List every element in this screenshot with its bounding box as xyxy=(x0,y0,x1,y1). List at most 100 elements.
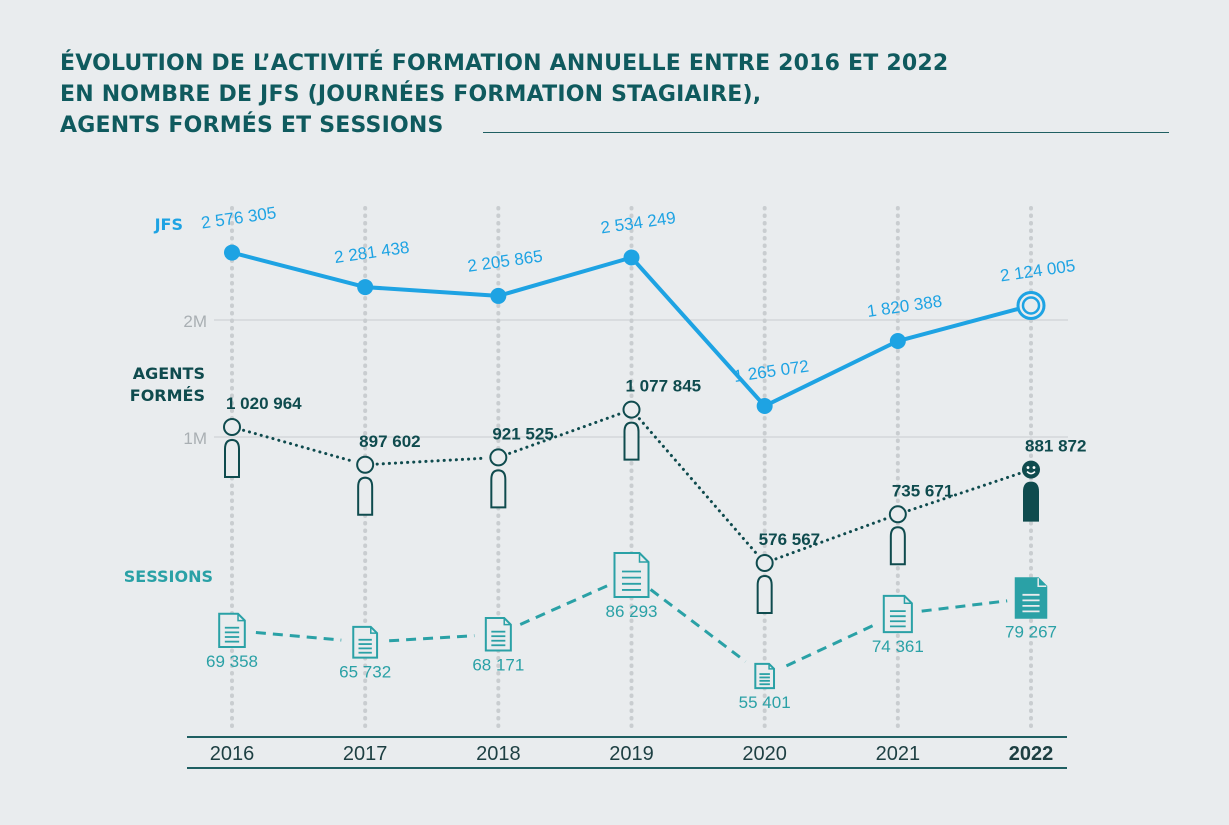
person-smile xyxy=(1026,471,1036,475)
person-icon xyxy=(888,505,907,566)
document-body xyxy=(352,625,379,659)
grid-layer: 2M 1M xyxy=(183,206,1068,730)
sessions-segment-2019-2020 xyxy=(649,588,747,663)
person-body xyxy=(1023,481,1039,522)
person-icon xyxy=(489,448,508,509)
x-tick-label-2021: 2021 xyxy=(876,743,921,765)
jfs-point-2021 xyxy=(889,333,906,350)
person-head xyxy=(489,448,508,467)
series-labels: JFS AGENTS FORMÉS SESSIONS xyxy=(124,215,213,586)
jfs-data-label-2019: 2 534 249 xyxy=(599,208,677,237)
sessions-data-label-2017: 65 732 xyxy=(339,663,391,682)
document-icon xyxy=(754,662,776,690)
title-line-2: EN NOMBRE DE JFS (JOURNÉES FORMATION STA… xyxy=(60,82,762,107)
document-body xyxy=(613,552,650,598)
document-fold xyxy=(903,595,912,605)
agents-segment-2020-2021 xyxy=(774,516,889,561)
person-head xyxy=(755,554,774,572)
title-rule xyxy=(483,132,1169,133)
agents-segment-2021-2022 xyxy=(907,471,1022,512)
y-tick-label-2M: 2M xyxy=(183,312,207,331)
jfs-point-2020 xyxy=(756,397,773,414)
person-icon xyxy=(622,400,641,461)
document-body xyxy=(1014,577,1048,619)
jfs-data-label-2022: 2 124 005 xyxy=(999,256,1077,285)
jfs-point-2018 xyxy=(490,287,507,304)
person-head xyxy=(356,455,375,474)
sessions-data-label-2022: 79 267 xyxy=(1005,623,1057,642)
document-fold xyxy=(768,663,775,670)
document-body xyxy=(218,612,246,648)
person-head xyxy=(622,400,641,419)
agents-segment-2017-2018 xyxy=(375,456,488,466)
series-label-jfs: JFS xyxy=(154,215,183,234)
person-icon xyxy=(223,418,241,478)
jfs-data-label-2016: 2 576 305 xyxy=(200,203,278,232)
document-fold xyxy=(237,613,245,622)
document-icon xyxy=(1014,577,1048,619)
y-tick-label-1M: 1M xyxy=(183,429,207,448)
jfs-data-label-2017: 2 281 438 xyxy=(333,238,411,267)
jfs-point-2016 xyxy=(224,244,240,261)
sessions-data-label-2019: 86 293 xyxy=(606,602,658,621)
document-icon xyxy=(882,594,913,634)
agents-data-label-2021: 735 671 xyxy=(892,481,953,500)
person-eye-right xyxy=(1032,466,1036,469)
x-tick-label-2022: 2022 xyxy=(1009,743,1054,765)
x-tick-label-2016: 2016 xyxy=(210,743,255,765)
x-tick-label-2018: 2018 xyxy=(476,743,521,765)
person-icon xyxy=(356,455,375,516)
person-head xyxy=(888,505,907,524)
agents-series: 1 020 964 897 602 921 525 1 077 845 576 567 7… xyxy=(223,377,1086,614)
agents-data-label-2019: 1 077 845 xyxy=(626,377,702,396)
sessions-data-label-2021: 74 361 xyxy=(872,637,924,656)
person-icon xyxy=(755,554,774,614)
sessions-data-label-2018: 68 171 xyxy=(472,655,524,674)
sessions-segment-2016-2017 xyxy=(255,631,342,642)
title-line-3: AGENTS FORMÉS ET SESSIONS xyxy=(60,113,444,138)
chart-title: ÉVOLUTION DE L’ACTIVITÉ FORMATION ANNUEL… xyxy=(60,48,948,141)
document-icon xyxy=(352,625,379,659)
agents-segment-2019-2020 xyxy=(637,417,759,556)
jfs-point-2019 xyxy=(623,249,640,266)
document-fold xyxy=(638,553,649,563)
person-eye-left xyxy=(1026,466,1030,469)
title-line-1: ÉVOLUTION DE L’ACTIVITÉ FORMATION ANNUEL… xyxy=(60,51,949,76)
sessions-segment-2020-2021 xyxy=(785,622,877,668)
document-fold xyxy=(503,618,511,626)
document-fold xyxy=(1037,578,1047,588)
person-body xyxy=(756,574,773,614)
sessions-segment-2018-2019 xyxy=(519,583,611,626)
document-icon xyxy=(613,552,650,598)
document-body xyxy=(484,617,512,652)
x-axis: 2016 2017 2018 2019 2020 2021 2022 xyxy=(187,736,1067,769)
sessions-data-label-2020: 55 401 xyxy=(739,693,791,712)
document-body xyxy=(882,594,913,634)
agents-data-label-2022: 881 872 xyxy=(1025,437,1086,456)
x-tick-label-2020: 2020 xyxy=(742,743,787,765)
agents-data-label-2017: 897 602 xyxy=(359,432,420,451)
series-label-agents-line-1: AGENTS xyxy=(133,364,205,383)
jfs-point-2022 xyxy=(1021,296,1041,315)
series-label-sessions: SESSIONS xyxy=(124,567,213,586)
person-body xyxy=(490,469,507,509)
agents-data-label-2016: 1 020 964 xyxy=(226,394,302,413)
sessions-series: 69 358 65 732 68 171 86 293 55 401 74 361 79 2… xyxy=(206,552,1057,712)
jfs-point-2017 xyxy=(357,279,374,296)
person-body xyxy=(357,476,374,516)
person-head xyxy=(1022,460,1040,479)
series-label-agents-line-2: FORMÉS xyxy=(130,386,205,405)
person-icon xyxy=(1022,460,1040,522)
x-tick-label-2019: 2019 xyxy=(609,743,654,765)
person-body xyxy=(224,438,240,478)
person-body xyxy=(623,421,640,461)
agents-segment-2018-2019 xyxy=(508,412,622,455)
sessions-segment-2017-2018 xyxy=(389,634,475,643)
jfs-data-label-2021: 1 820 388 xyxy=(866,292,944,321)
agents-data-label-2018: 921 525 xyxy=(492,424,553,443)
agents-segment-2016-2017 xyxy=(242,428,356,463)
jfs-data-label-2020: 1 265 072 xyxy=(733,357,811,386)
person-head xyxy=(223,418,241,436)
